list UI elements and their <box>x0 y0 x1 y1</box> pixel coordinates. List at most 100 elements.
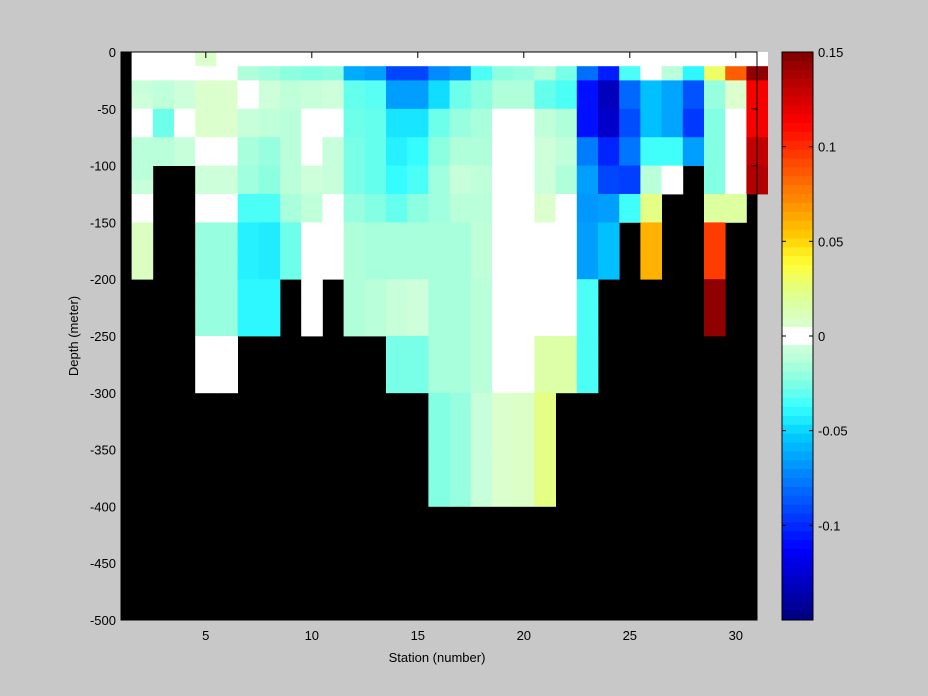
colorbar-step <box>782 114 813 124</box>
heatmap-cell <box>237 250 260 266</box>
heatmap-cell <box>640 151 662 166</box>
heatmap-cell <box>555 123 578 138</box>
heatmap-cell <box>386 208 408 223</box>
heatmap-cell <box>513 179 535 195</box>
heatmap-cell <box>555 378 578 394</box>
heatmap-cell <box>661 66 684 81</box>
heatmap-cell <box>428 463 450 479</box>
colorbar-step <box>782 611 813 621</box>
heatmap-cell <box>280 94 302 110</box>
heatmap-cell <box>364 123 387 138</box>
heatmap-cell <box>258 307 281 323</box>
heatmap-cell <box>343 321 366 337</box>
heatmap-cell <box>492 108 514 124</box>
colorbar-step <box>782 460 813 470</box>
heatmap-cell <box>725 80 747 95</box>
heatmap-cell <box>725 165 747 181</box>
heatmap-cell <box>280 194 302 209</box>
heatmap-cell <box>704 279 726 294</box>
colorbar-step <box>782 451 813 461</box>
heatmap-cell <box>470 449 493 465</box>
heatmap-cell <box>534 378 556 394</box>
heatmap-cell <box>704 123 726 138</box>
heatmap-cell <box>555 194 578 209</box>
heatmap-cell <box>513 52 535 67</box>
heatmap-cell <box>237 137 260 152</box>
heatmap-cell <box>322 66 344 81</box>
heatmap-cell <box>237 52 260 67</box>
heatmap-cell <box>428 236 450 252</box>
heatmap-cell <box>661 80 684 95</box>
heatmap-cell <box>237 222 260 237</box>
heatmap-cell <box>131 208 154 223</box>
heatmap-cell <box>534 492 556 507</box>
heatmap-cell <box>386 194 408 209</box>
heatmap-cell <box>513 449 535 465</box>
heatmap-cell <box>449 250 472 266</box>
heatmap-cell <box>237 265 260 280</box>
heatmap-cell <box>195 236 217 252</box>
colorbar-step <box>782 336 813 346</box>
heatmap-cell <box>428 478 450 493</box>
heatmap-cell <box>131 236 154 252</box>
heatmap-cell <box>280 265 302 280</box>
heatmap-cell <box>343 66 366 81</box>
heatmap-cell <box>216 378 238 394</box>
heatmap-cell <box>301 80 323 95</box>
heatmap-cell <box>682 80 705 95</box>
heatmap-cell <box>449 336 472 351</box>
heatmap-cell <box>216 66 238 81</box>
heatmap-cell <box>704 222 726 237</box>
heatmap-cell <box>492 265 514 280</box>
heatmap-cell <box>555 151 578 166</box>
heatmap-cell <box>576 66 599 81</box>
heatmap-cell <box>364 94 387 110</box>
colorbar-step <box>782 220 813 231</box>
heatmap-cell <box>407 222 429 237</box>
heatmap-cell <box>428 208 450 223</box>
heatmap-cell <box>364 194 387 209</box>
colorbar-step <box>782 442 813 452</box>
heatmap-cell <box>704 307 726 323</box>
heatmap-cell <box>343 279 366 294</box>
heatmap-cell <box>343 194 366 209</box>
heatmap-cell <box>407 236 429 252</box>
heatmap-cell <box>407 194 429 209</box>
heatmap-cell <box>513 307 535 323</box>
heatmap-cell <box>725 151 747 166</box>
heatmap-cell <box>343 236 366 252</box>
heatmap-cell <box>513 250 535 266</box>
heatmap-cell <box>598 108 620 124</box>
colorbar-step <box>782 140 813 151</box>
heatmap-cell <box>407 321 429 337</box>
heatmap-cell <box>407 279 429 294</box>
heatmap-cell <box>152 80 175 95</box>
heatmap-cell <box>216 293 238 308</box>
heatmap-plot-area <box>121 52 768 620</box>
heatmap-cell <box>470 94 493 110</box>
y-tick-label: -450 <box>90 556 116 571</box>
colorbar-step <box>782 469 813 479</box>
colorbar-step <box>782 78 813 89</box>
colorbar-step <box>782 60 813 71</box>
colorbar-step <box>782 238 813 248</box>
colorbar-step <box>782 344 813 355</box>
colorbar-step <box>782 176 813 186</box>
heatmap-cell <box>237 165 260 181</box>
colorbar-step <box>782 291 813 302</box>
heatmap-cell <box>598 194 620 209</box>
heatmap-cell <box>598 137 620 152</box>
y-axis-label: Depth (meter) <box>66 296 81 376</box>
heatmap-cell <box>513 293 535 308</box>
heatmap-cell <box>555 108 578 124</box>
heatmap-cell <box>343 123 366 138</box>
heatmap-cell <box>640 194 662 209</box>
heatmap-cell <box>640 123 662 138</box>
heatmap-cell <box>534 421 556 436</box>
heatmap-cell <box>386 94 408 110</box>
heatmap-cell <box>704 293 726 308</box>
heatmap-cell <box>428 66 450 81</box>
heatmap-cell <box>470 293 493 308</box>
heatmap-cell <box>174 137 196 152</box>
heatmap-cell <box>449 80 472 95</box>
